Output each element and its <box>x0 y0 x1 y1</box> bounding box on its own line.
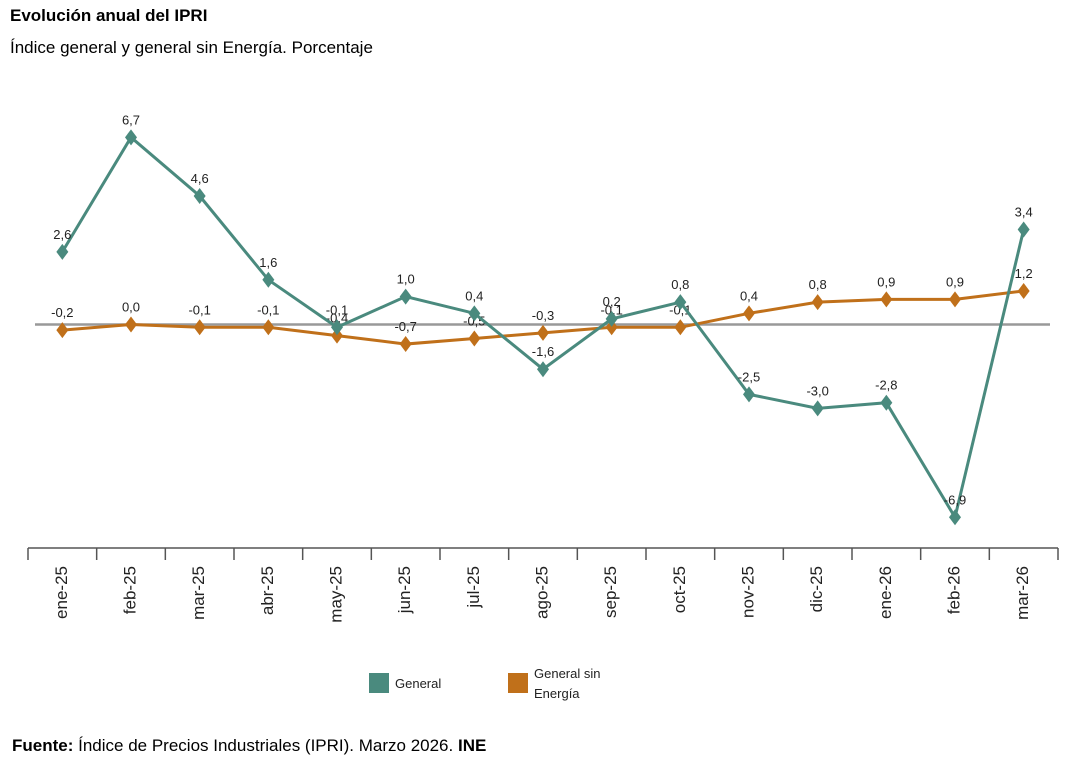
chart-title: Evolución anual del IPRI <box>10 6 208 25</box>
data-label: -2,5 <box>738 369 760 384</box>
x-tick-label: jun-25 <box>395 566 414 614</box>
data-label: 0,4 <box>740 288 758 303</box>
data-label: -0,1 <box>188 302 210 317</box>
point <box>537 361 549 378</box>
x-tick-label: may-25 <box>326 566 345 623</box>
data-label: 0,4 <box>465 288 483 303</box>
data-label: 3,4 <box>1015 205 1033 220</box>
point <box>949 509 961 526</box>
data-label: -0,7 <box>394 319 416 334</box>
legend-swatch <box>369 673 389 693</box>
data-label: -0,1 <box>600 302 622 317</box>
x-tick-label: sep-25 <box>601 566 620 618</box>
chart-subtitle: Índice general y general sin Energía. Po… <box>10 38 373 57</box>
point <box>880 291 893 308</box>
point <box>674 319 687 336</box>
point <box>193 319 206 336</box>
x-tick-label: jul-25 <box>464 566 483 609</box>
data-label: 6,7 <box>122 112 140 127</box>
point <box>56 322 69 339</box>
point <box>605 319 618 336</box>
point <box>743 305 755 322</box>
point <box>537 324 549 341</box>
point <box>262 271 275 288</box>
data-label: -6,9 <box>944 492 966 507</box>
point <box>674 294 687 311</box>
point <box>399 288 412 305</box>
point <box>811 294 824 311</box>
x-tick-label: feb-25 <box>120 566 139 614</box>
x-tick-label: mar-25 <box>189 566 208 620</box>
x-tick-label: mar-26 <box>1013 566 1032 620</box>
point <box>949 291 961 308</box>
point <box>331 319 343 336</box>
source: Fuente: Índice de Precios Industriales (… <box>12 736 486 756</box>
x-tick-label: ago-25 <box>532 566 551 619</box>
point <box>193 187 206 204</box>
point <box>1017 282 1030 299</box>
point <box>605 310 618 327</box>
data-label: 1,0 <box>397 272 415 287</box>
point <box>262 319 275 336</box>
point <box>811 400 824 417</box>
x-tick-label: dic-25 <box>807 566 826 612</box>
x-tick-label: oct-25 <box>670 566 689 613</box>
legend-swatch <box>508 673 528 693</box>
data-label: 0,8 <box>671 277 689 292</box>
data-label: 0,9 <box>877 274 895 289</box>
x-tick-label: abr-25 <box>258 566 277 615</box>
data-label: 1,6 <box>259 255 277 270</box>
x-tick-label: ene-25 <box>52 566 71 619</box>
point <box>125 129 137 146</box>
data-label: -0,1 <box>326 302 348 317</box>
point <box>743 386 755 403</box>
legend-label: General sin Energía <box>534 666 601 701</box>
point <box>125 316 137 333</box>
point <box>399 336 412 353</box>
data-label: 2,6 <box>53 227 71 242</box>
x-tick-label: ene-26 <box>876 566 895 619</box>
point <box>1017 221 1030 238</box>
data-label: 4,6 <box>191 171 209 186</box>
point <box>331 327 343 344</box>
source-label: Fuente: <box>12 736 74 755</box>
legend-label: General <box>395 676 442 691</box>
data-label: 0,8 <box>809 277 827 292</box>
data-label: -0,1 <box>257 302 279 317</box>
point <box>468 305 481 322</box>
x-tick-label: nov-25 <box>738 566 757 618</box>
data-label: -2,8 <box>875 378 897 393</box>
source-text: Índice de Precios Industriales (IPRI). M… <box>78 736 454 755</box>
data-label: 0,9 <box>946 274 964 289</box>
data-label: -1,6 <box>532 344 554 359</box>
data-label: -3,0 <box>806 383 828 398</box>
data-label: -0,2 <box>51 305 73 320</box>
point <box>880 394 893 411</box>
data-label: 0,2 <box>603 294 621 309</box>
point <box>56 243 69 260</box>
data-label: 1,2 <box>1015 266 1033 281</box>
point <box>468 330 481 347</box>
data-label: -0,3 <box>532 308 554 323</box>
source-org: INE <box>457 736 487 755</box>
x-tick-label: feb-26 <box>944 566 963 614</box>
data-label: 0,0 <box>122 300 140 315</box>
